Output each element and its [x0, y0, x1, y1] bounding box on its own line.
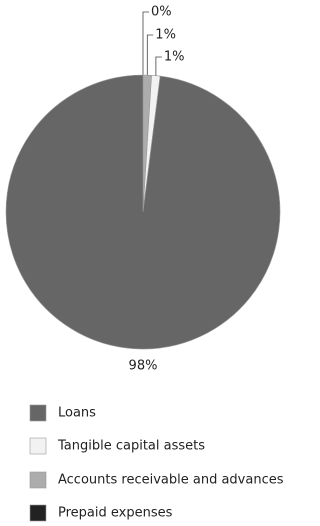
leader-line: [142, 11, 149, 75]
pie-slice: [5, 74, 281, 350]
value-label: 0%: [151, 5, 172, 20]
leader-line: [146, 34, 154, 76]
legend-swatch: [29, 404, 47, 422]
legend-swatch: [29, 504, 47, 522]
value-label: 98%: [129, 359, 158, 374]
leader-line: [155, 56, 162, 76]
legend-label: Tangible capital assets: [57, 439, 205, 454]
legend-swatch: [29, 471, 47, 489]
legend-label: Loans: [58, 406, 96, 421]
legend-label: Prepaid expenses: [58, 506, 173, 521]
legend-label: Accounts receivable and advances: [58, 473, 284, 488]
value-label: 1%: [164, 50, 185, 65]
legend-swatch: [29, 437, 47, 455]
chart: 0% 1% 1% 98% Loans Tangible capital assets Acc…: [5, 5, 284, 522]
value-label: 1%: [155, 28, 176, 43]
